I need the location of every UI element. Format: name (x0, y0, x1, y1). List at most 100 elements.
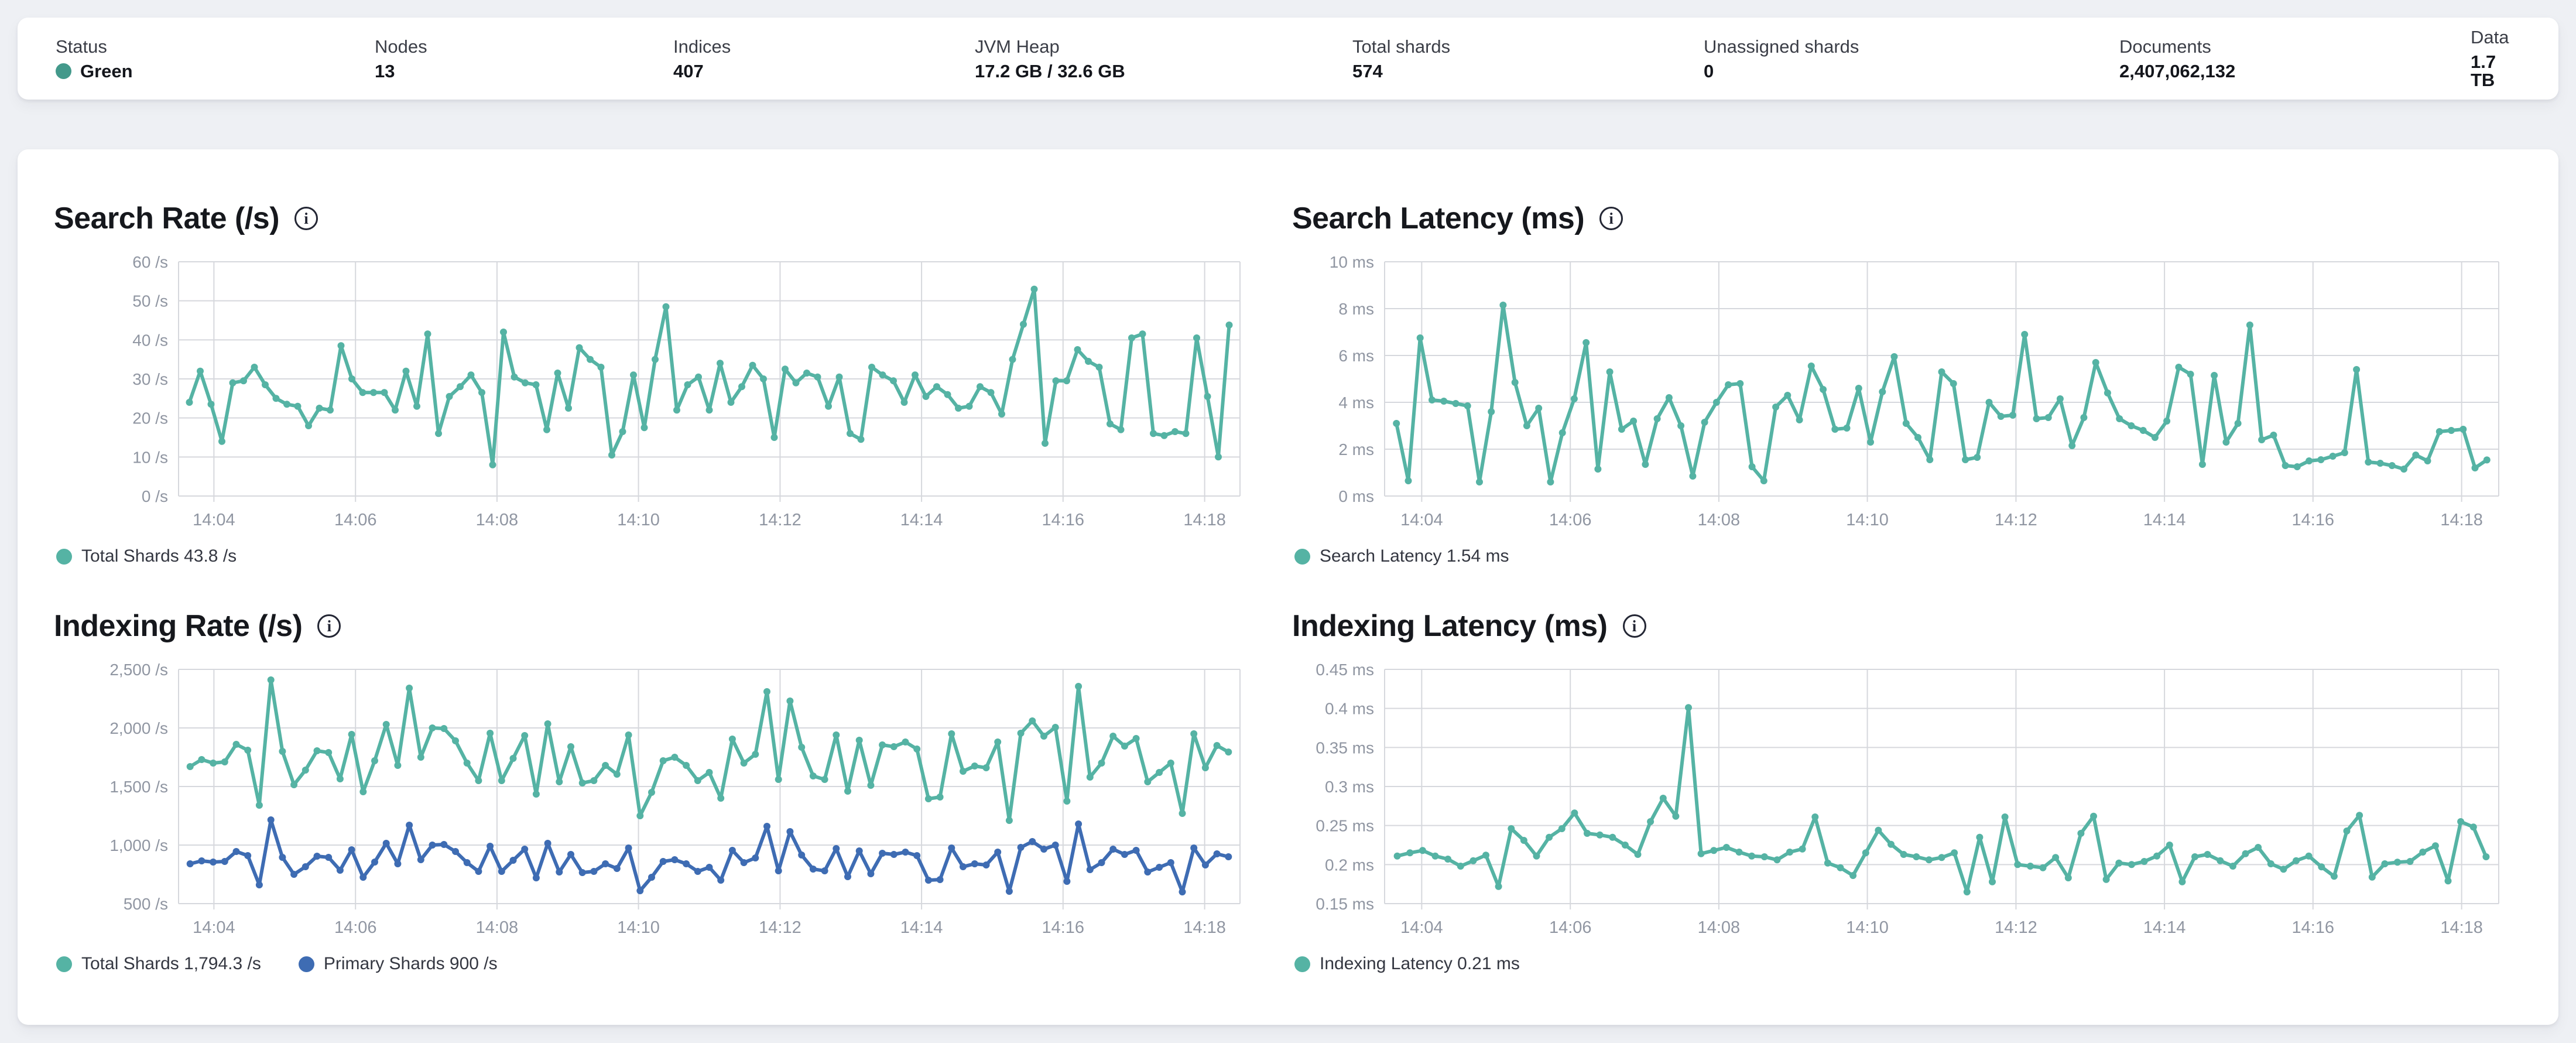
legend-series-label: Indexing Latency 0.21 ms (1320, 954, 1520, 973)
chart-search-rate: Search Rate (/s) i 0 /s 10 /s 20 /s 30 /s 40… (53, 201, 1265, 566)
svg-text:14:04: 14:04 (193, 511, 235, 529)
svg-text:14:18: 14:18 (1183, 511, 1226, 529)
svg-text:0.25 ms: 0.25 ms (1316, 817, 1374, 835)
svg-text:1,000 /s: 1,000 /s (109, 836, 168, 854)
chart-search-rate-header: Search Rate (/s) i (54, 201, 1265, 236)
svg-text:60 /s: 60 /s (132, 253, 168, 271)
svg-text:0 ms: 0 ms (1338, 487, 1374, 505)
stat-status: Status Green (56, 37, 375, 80)
svg-text:14:12: 14:12 (1995, 511, 2037, 529)
svg-text:50 /s: 50 /s (132, 292, 168, 310)
indexing-latency-line-chart[interactable]: 0.15 ms 0.2 ms 0.25 ms 0.3 ms 0.35 ms 0.4 ms 0… (1291, 659, 2523, 940)
cluster-summary-bar: Status Green Nodes 13 Indices 407 JVM He… (18, 18, 2558, 100)
stat-unassigned-shards-value: 0 (1704, 60, 1714, 81)
legend-series-dot (1294, 548, 1310, 565)
svg-text:40 /s: 40 /s (132, 331, 168, 349)
info-icon[interactable]: i (317, 614, 341, 638)
svg-text:0 /s: 0 /s (142, 487, 168, 505)
chart-indexing-rate-title: Indexing Rate (/s) (54, 609, 303, 643)
chart-indexing-rate-header: Indexing Rate (/s) i (54, 608, 1265, 644)
svg-text:6 ms: 6 ms (1338, 347, 1374, 365)
svg-text:14:10: 14:10 (617, 918, 660, 937)
status-health-text: Green (80, 60, 133, 81)
svg-text:0.15 ms: 0.15 ms (1316, 895, 1374, 913)
info-icon[interactable]: i (1599, 207, 1623, 230)
svg-text:0.4 ms: 0.4 ms (1325, 700, 1374, 718)
legend-item[interactable]: Primary Shards 900 /s (298, 954, 498, 974)
legend-series-dot (298, 956, 314, 972)
svg-text:4 ms: 4 ms (1338, 394, 1374, 412)
svg-text:14:06: 14:06 (1549, 511, 1592, 529)
svg-text:14:10: 14:10 (1846, 511, 1889, 529)
stat-indices: Indices 407 (673, 37, 975, 80)
svg-text:14:16: 14:16 (2291, 511, 2334, 529)
search-latency-line-chart[interactable]: 0 ms 2 ms 4 ms 6 ms 8 ms 10 ms 14:04 14:06 14:08… (1291, 251, 2523, 532)
svg-text:14:12: 14:12 (759, 918, 801, 937)
chart-search-latency-title: Search Latency (ms) (1292, 201, 1585, 235)
svg-text:2,000 /s: 2,000 /s (109, 719, 168, 737)
stat-total-shards-label: Total shards (1352, 36, 1451, 57)
stat-data-size-label: Data (2471, 27, 2509, 47)
svg-text:14:14: 14:14 (900, 918, 943, 937)
legend-item[interactable]: Search Latency 1.54 ms (1294, 546, 1509, 566)
stat-documents: Documents 2,407,062,132 (2119, 37, 2471, 80)
svg-text:0.3 ms: 0.3 ms (1325, 778, 1374, 796)
svg-text:2 ms: 2 ms (1338, 440, 1374, 459)
chart-search-rate-title: Search Rate (/s) (54, 201, 280, 235)
svg-text:2,500 /s: 2,500 /s (109, 661, 168, 679)
chart-search-latency-header: Search Latency (ms) i (1292, 201, 2523, 236)
chart-search-latency: Search Latency (ms) i 0 ms 2 ms 4 ms 6 ms 8 … (1291, 201, 2523, 566)
indexing-latency-legend: Indexing Latency 0.21 ms (1291, 954, 2523, 974)
stat-indices-value: 407 (673, 60, 704, 81)
stat-data-size-value: 1.7 TB (2471, 52, 2496, 90)
legend-item[interactable]: Total Shards 43.8 /s (56, 546, 237, 566)
legend-series-label: Total Shards 1,794.3 /s (81, 954, 261, 973)
stat-jvm-heap-label: JVM Heap (975, 36, 1060, 57)
legend-series-dot (56, 956, 72, 972)
svg-text:14:04: 14:04 (193, 918, 235, 937)
svg-text:14:16: 14:16 (1042, 918, 1084, 937)
svg-text:14:18: 14:18 (1183, 918, 1226, 937)
search-rate-line-chart[interactable]: 0 /s 10 /s 20 /s 30 /s 40 /s 50 /s 60 /s 14:04 1… (53, 251, 1265, 532)
svg-text:14:12: 14:12 (1995, 918, 2037, 937)
svg-text:10 /s: 10 /s (132, 448, 168, 466)
stat-documents-value: 2,407,062,132 (2119, 60, 2236, 81)
stat-status-value: Green (56, 62, 375, 80)
info-icon[interactable]: i (1622, 614, 1646, 638)
charts-grid: Search Rate (/s) i 0 /s 10 /s 20 /s 30 /s 40… (53, 201, 2523, 974)
stat-total-shards: Total shards 574 (1352, 37, 1704, 80)
svg-text:0.2 ms: 0.2 ms (1325, 856, 1374, 874)
stat-documents-label: Documents (2119, 36, 2211, 57)
svg-text:14:08: 14:08 (1698, 918, 1741, 937)
svg-text:14:04: 14:04 (1400, 918, 1443, 937)
svg-text:14:18: 14:18 (2440, 511, 2483, 529)
stat-unassigned-shards-label: Unassigned shards (1704, 36, 1859, 57)
legend-item[interactable]: Total Shards 1,794.3 /s (56, 954, 261, 974)
svg-text:14:06: 14:06 (1549, 918, 1592, 937)
chart-indexing-rate: Indexing Rate (/s) i 500 /s 1,000 /s 1,500… (53, 608, 1265, 974)
stat-data-size: Data 1.7 TB (2471, 28, 2520, 89)
legend-series-label: Search Latency 1.54 ms (1320, 546, 1509, 566)
svg-text:8 ms: 8 ms (1338, 300, 1374, 318)
svg-text:14:08: 14:08 (476, 918, 519, 937)
indexing-rate-legend: Total Shards 1,794.3 /s Primary Shards 90… (53, 954, 1265, 974)
indexing-rate-line-chart[interactable]: 500 /s 1,000 /s 1,500 /s 2,000 /s 2,500 /s 14… (53, 659, 1265, 940)
search-rate-legend: Total Shards 43.8 /s (53, 546, 1265, 566)
legend-series-dot (56, 548, 72, 565)
svg-text:0.45 ms: 0.45 ms (1316, 661, 1374, 679)
svg-text:14:10: 14:10 (617, 511, 660, 529)
legend-item[interactable]: Indexing Latency 0.21 ms (1294, 954, 1520, 974)
svg-text:14:14: 14:14 (900, 511, 943, 529)
info-icon[interactable]: i (294, 207, 318, 230)
stat-nodes-label: Nodes (375, 36, 427, 57)
svg-text:14:04: 14:04 (1400, 511, 1443, 529)
legend-series-label: Primary Shards 900 /s (323, 954, 498, 973)
legend-series-label: Total Shards 43.8 /s (81, 546, 237, 566)
chart-indexing-latency-header: Indexing Latency (ms) i (1292, 608, 2523, 644)
svg-text:30 /s: 30 /s (132, 370, 168, 388)
stat-nodes: Nodes 13 (375, 37, 673, 80)
svg-text:14:08: 14:08 (476, 511, 519, 529)
svg-text:20 /s: 20 /s (132, 409, 168, 428)
svg-text:14:16: 14:16 (2291, 918, 2334, 937)
stat-nodes-value: 13 (375, 60, 395, 81)
